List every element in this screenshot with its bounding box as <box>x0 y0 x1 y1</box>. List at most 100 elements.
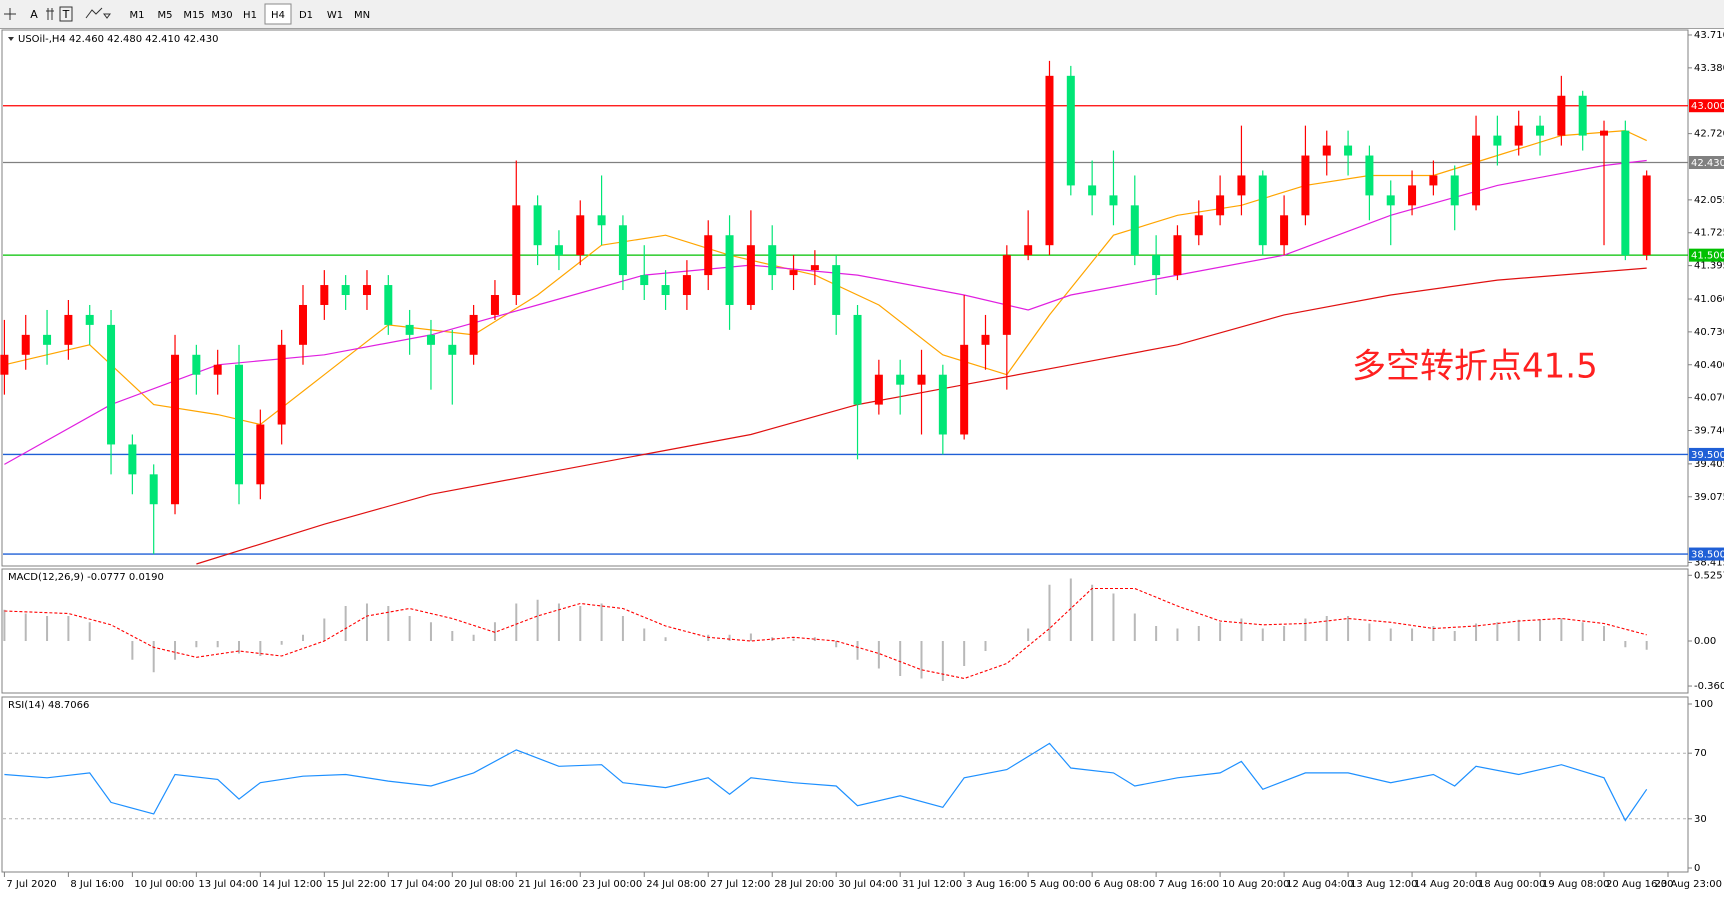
timeframe-button[interactable]: M15 <box>183 10 204 21</box>
tool-button[interactable]: A <box>30 8 38 21</box>
x-tick-label: 20 Jul 08:00 <box>454 879 514 890</box>
y-tick-label: 43.380 <box>1694 63 1724 74</box>
macd-title: MACD(12,26,9) -0.0777 0.0190 <box>8 572 164 583</box>
moving-average <box>196 267 1647 565</box>
y-tick-label: 0.5257 <box>1694 570 1724 581</box>
candle-body <box>448 344 457 355</box>
candle-body <box>512 205 521 296</box>
candle-body <box>107 324 116 445</box>
candle-body <box>85 314 94 325</box>
candle-body <box>213 364 222 375</box>
x-tick-label: 17 Jul 04:00 <box>390 879 450 890</box>
timeframe-button[interactable]: M1 <box>130 10 145 21</box>
y-tick-label: 42.055 <box>1694 195 1724 206</box>
x-tick-label: 7 Aug 16:00 <box>1158 879 1219 890</box>
x-tick-label: 24 Jul 08:00 <box>646 879 706 890</box>
toolbar <box>0 0 1724 29</box>
timeframe-button[interactable]: M30 <box>211 10 232 21</box>
tool-button[interactable]: T <box>62 8 70 21</box>
candle-body <box>64 314 73 345</box>
x-tick-label: 19 Aug 08:00 <box>1542 879 1609 890</box>
timeframe-button[interactable]: M5 <box>158 10 173 21</box>
active-timeframe <box>264 3 292 25</box>
y-tick-label: 39.075 <box>1694 492 1724 503</box>
y-tick-label: 42.720 <box>1694 129 1724 140</box>
candle-body <box>618 225 627 276</box>
candle-body <box>1472 135 1481 206</box>
candle-body <box>704 235 713 276</box>
candle-body <box>362 285 371 296</box>
x-tick-label: 21 Jul 16:00 <box>518 879 578 890</box>
candle-body <box>768 245 777 276</box>
candle-body <box>320 285 329 305</box>
candle-body <box>1386 195 1395 206</box>
period-icon[interactable] <box>46 8 54 20</box>
x-tick-label: 28 Jul 20:00 <box>774 879 834 890</box>
timeframe-button[interactable]: MN <box>354 10 370 21</box>
candle-body <box>1450 175 1459 206</box>
candle-body <box>1344 145 1353 156</box>
candle-body <box>490 295 499 315</box>
candle-body <box>128 444 137 475</box>
candle-body <box>640 275 649 286</box>
candle-body <box>1258 175 1267 246</box>
timeframe-button[interactable]: H4 <box>271 10 285 21</box>
x-tick-label: 27 Jul 12:00 <box>710 879 770 890</box>
candle-body <box>1322 145 1331 156</box>
macd-signal <box>4 587 1647 680</box>
y-tick-label: 100 <box>1694 699 1713 710</box>
candle-body <box>874 374 883 405</box>
candle-body <box>1152 255 1161 276</box>
candle-body <box>298 304 307 345</box>
timeframe-button[interactable]: W1 <box>327 10 343 21</box>
main-frame <box>1 29 1689 567</box>
x-tick-label: 14 Jul 12:00 <box>262 879 322 890</box>
level-label-box <box>1689 447 1724 461</box>
y-tick-label: 40.400 <box>1694 360 1724 371</box>
candle-body <box>896 374 905 385</box>
candle-body <box>384 285 393 325</box>
candle-body <box>576 215 585 256</box>
candle-body <box>1045 75 1054 246</box>
candle-body <box>256 424 265 485</box>
y-tick-label: 70 <box>1694 748 1707 759</box>
crosshair-icon[interactable] <box>4 8 16 20</box>
timeframe-button[interactable]: H1 <box>243 10 257 21</box>
candle-body <box>1216 195 1225 216</box>
shapes-icon[interactable] <box>85 7 111 19</box>
x-tick-label: 5 Aug 00:00 <box>1030 879 1091 890</box>
candle-body <box>0 354 9 375</box>
candle-body <box>1301 155 1310 216</box>
y-tick-label: 40.070 <box>1694 393 1724 404</box>
candle-body <box>725 235 734 305</box>
symbol-marker <box>8 37 14 41</box>
x-tick-label: 8 Jul 16:00 <box>70 879 124 890</box>
level-label: 42.430 <box>1691 158 1724 169</box>
y-tick-label: 41.395 <box>1694 261 1724 272</box>
y-tick-label: 41.725 <box>1694 228 1724 239</box>
x-tick-label: 7 Jul 2020 <box>6 879 56 890</box>
x-tick-label: 13 Jul 04:00 <box>198 879 258 890</box>
candle-body <box>1130 205 1139 256</box>
candle-body <box>1493 135 1502 146</box>
candle-body <box>1365 155 1374 196</box>
x-tick-label: 15 Jul 22:00 <box>326 879 386 890</box>
candle-body <box>1237 175 1246 196</box>
candle-body <box>1408 185 1417 206</box>
candle-body <box>1066 75 1075 186</box>
timeframe-button[interactable]: D1 <box>299 10 313 21</box>
candle-body <box>171 354 180 505</box>
candle-body <box>1088 185 1097 196</box>
candle-body <box>235 364 244 485</box>
text-box-icon[interactable] <box>59 6 73 22</box>
candle-body <box>277 344 286 425</box>
candle-body <box>469 314 478 355</box>
level-label-box <box>1689 248 1724 262</box>
candle-body <box>21 334 30 355</box>
candle-body <box>938 374 947 435</box>
x-tick-label: 10 Aug 20:00 <box>1222 879 1289 890</box>
candle-body <box>192 354 201 375</box>
y-tick-label: 30 <box>1694 814 1707 825</box>
y-tick-label: 0.00 <box>1694 636 1716 647</box>
candle-body <box>1557 95 1566 136</box>
